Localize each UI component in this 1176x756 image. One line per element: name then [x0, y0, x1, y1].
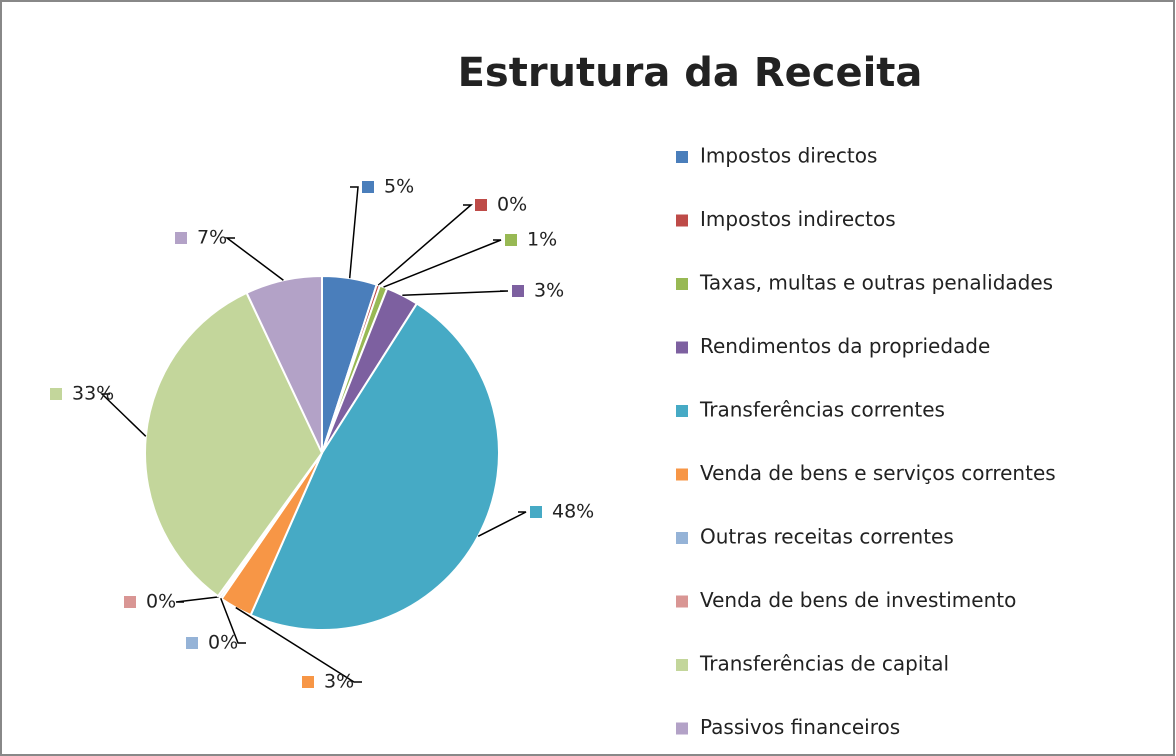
legend-label: Transferências correntes	[699, 398, 945, 422]
label-swatch	[362, 181, 374, 193]
chart-title: Estrutura da Receita	[458, 50, 923, 96]
legend-label: Venda de bens de investimento	[700, 588, 1016, 612]
legend-swatch	[676, 278, 688, 290]
legend-swatch	[676, 722, 688, 735]
label-swatch	[50, 388, 62, 400]
legend-label: Impostos directos	[700, 144, 877, 168]
leader-line	[100, 393, 147, 437]
legend-swatch	[676, 214, 688, 227]
data-label: 7%	[197, 227, 227, 249]
pie-slice	[249, 302, 500, 631]
data-label: 33%	[72, 383, 114, 405]
legend-swatch	[676, 659, 688, 671]
leader-line	[402, 290, 509, 297]
legend-swatch	[676, 532, 688, 544]
legend-swatch	[676, 151, 688, 163]
legend-swatch	[676, 405, 688, 417]
legend-label: Passivos financeiros	[700, 715, 900, 739]
data-label: 3%	[324, 671, 354, 693]
leader-line	[219, 597, 246, 644]
data-label: 3%	[534, 280, 564, 302]
label-swatch	[186, 637, 198, 649]
legend-label: Taxas, multas e outras penalidades	[699, 271, 1053, 295]
data-label: 1%	[527, 229, 557, 251]
label-swatch	[475, 199, 487, 211]
data-label: 0%	[497, 194, 527, 216]
label-swatch	[124, 596, 136, 608]
label-swatch	[175, 232, 187, 244]
data-label: 0%	[146, 591, 176, 613]
leader-line	[175, 596, 219, 603]
legend-label: Transferências de capital	[699, 652, 949, 676]
leader-line	[235, 606, 362, 683]
legend-swatch	[676, 468, 688, 481]
label-swatch	[505, 234, 517, 246]
leader-line	[224, 237, 284, 281]
leader-line	[377, 204, 474, 286]
label-swatch	[530, 506, 542, 518]
legend-swatch	[676, 341, 688, 354]
legend-label: Outras receitas correntes	[700, 525, 954, 549]
leader-line	[383, 239, 502, 288]
pie-slice	[245, 274, 323, 454]
pie-slice	[144, 291, 324, 598]
label-swatch	[302, 676, 314, 688]
data-label: 5%	[384, 176, 414, 198]
legend-label: Impostos indirectos	[700, 207, 896, 231]
leader-line	[477, 511, 527, 537]
data-label: 0%	[208, 632, 238, 654]
legend-label: Rendimentos da propriedade	[700, 334, 990, 358]
data-label: 48%	[552, 501, 594, 523]
legend-swatch	[676, 595, 688, 608]
legend-label: Venda de bens e serviços correntes	[700, 461, 1056, 485]
leader-line	[348, 186, 359, 279]
label-swatch	[512, 285, 524, 297]
